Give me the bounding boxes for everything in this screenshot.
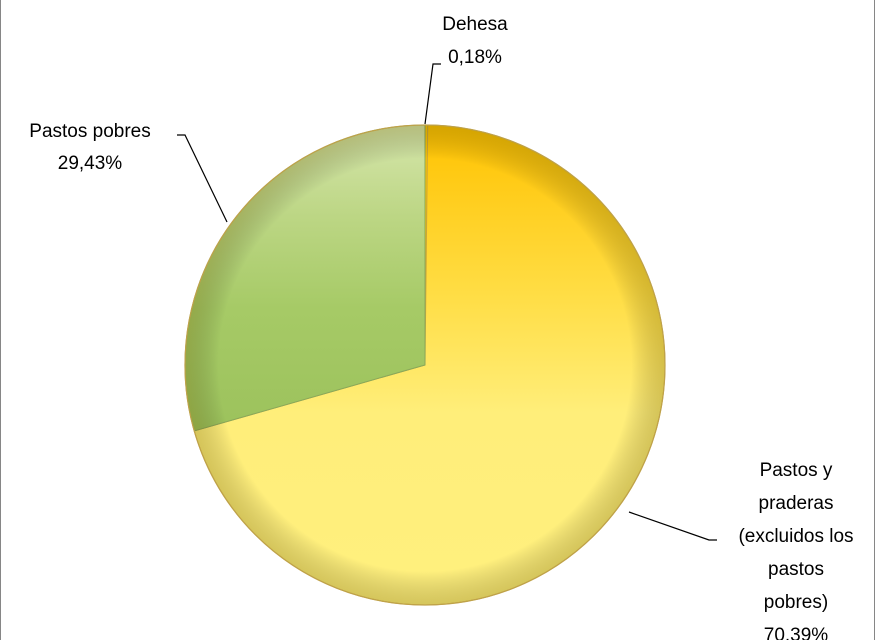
leader-line-pastos-pobres [177, 134, 228, 223]
data-label-pastos-y-praderas-line-5: pobres) [764, 592, 828, 613]
leader-line-dehesa [424, 63, 441, 125]
leader-line-pastos-y-praderas [628, 511, 717, 541]
data-labels: Dehesa 0,18% Pastos y praderas (excluidos lo… [29, 14, 853, 640]
data-label-pastos-pobres-value: 29,43% [58, 153, 123, 174]
data-label-dehesa-name: Dehesa [442, 14, 508, 35]
data-label-pastos-pobres-name: Pastos pobres [29, 121, 150, 142]
data-label-pastos-y-praderas-line-4: pastos [768, 559, 824, 580]
data-label-pastos-y-praderas-value: 70,39% [764, 625, 829, 640]
leader-lines [177, 63, 717, 541]
data-label-dehesa-value: 0,18% [448, 47, 502, 68]
data-label-pastos-y-praderas-line-1: Pastos y [760, 460, 833, 481]
data-label-pastos-y-praderas-line-2: praderas [759, 493, 834, 514]
data-label-pastos-y-praderas-line-3: (excluidos los [738, 526, 853, 547]
pie-outline [184, 124, 666, 606]
